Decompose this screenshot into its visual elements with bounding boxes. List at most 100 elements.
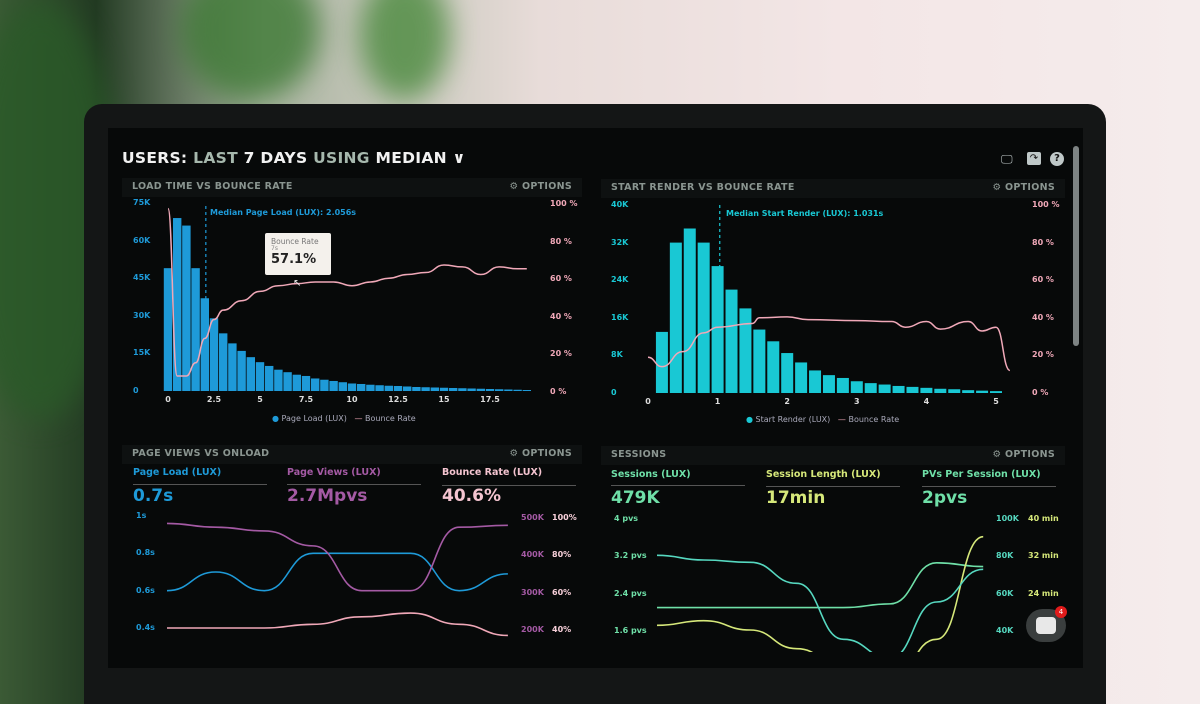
tooltip-value: 57.1%: [271, 252, 317, 267]
metric-label: Session Length (LUX): [766, 469, 881, 480]
x-tick: 7.5: [298, 395, 314, 404]
y-tick-right: 32 min: [1028, 551, 1059, 561]
y-tick-right: 500K: [521, 513, 544, 522]
title-last: LAST: [193, 149, 238, 167]
y-tick-left: 24K: [611, 275, 629, 285]
y-tick-right: 40 min: [1028, 514, 1059, 523]
options-button[interactable]: ⚙ OPTIONS: [992, 182, 1055, 193]
divider: [611, 485, 745, 486]
x-tick: 2: [784, 397, 790, 406]
options-button[interactable]: ⚙ OPTIONS: [992, 449, 1055, 460]
median-label: Median Page Load (LUX): 2.056s: [210, 208, 357, 217]
divider: [442, 485, 576, 486]
share-icon[interactable]: ↷: [1027, 152, 1041, 165]
options-label: OPTIONS: [1004, 449, 1055, 460]
x-tick: 17.5: [480, 395, 500, 404]
metric-label: Sessions (LUX): [611, 469, 691, 480]
y-tick-right: 40 %: [1032, 312, 1054, 322]
y-tick-left: 3.2 pvs: [614, 551, 647, 561]
y-tick-left: 15K: [133, 348, 151, 358]
y-tick-left: 0: [611, 388, 617, 397]
plant-background: [360, 0, 450, 100]
metric-value: 17min: [766, 488, 826, 508]
y-tick-left: 2.4 pvs: [614, 588, 647, 598]
title-days[interactable]: 7 DAYS: [243, 149, 308, 167]
metric-label: Page Load (LUX): [133, 467, 222, 478]
x-tick: 12.5: [388, 395, 408, 404]
metric-value: 40.6%: [442, 486, 501, 506]
title-median[interactable]: MEDIAN: [375, 149, 447, 167]
chat-button[interactable]: [1026, 609, 1066, 642]
monitor-icon[interactable]: 🖵: [1001, 152, 1013, 166]
y-tick-right: 60 %: [1032, 275, 1054, 285]
y-tick-left: 30K: [133, 310, 151, 320]
cursor-icon: ↖: [293, 278, 302, 289]
metric-value: 2.7Mpvs: [287, 486, 368, 506]
plant-background: [180, 0, 320, 100]
options-label: OPTIONS: [1004, 182, 1055, 193]
y-tick-left: 1s: [136, 511, 147, 520]
legend-item[interactable]: Bounce Rate: [848, 415, 900, 424]
metric-label: PVs Per Session (LUX): [922, 469, 1041, 480]
y-tick-left: 40K: [611, 200, 629, 209]
chevron-down-icon[interactable]: ∨: [452, 149, 466, 167]
y-tick-right: 80 %: [550, 236, 572, 246]
y-tick-right: 40%: [552, 624, 572, 634]
panel-header-page-views: PAGE VIEWS VS ONLOAD ⚙ OPTIONS: [122, 445, 582, 464]
y-tick-right: 60K: [996, 588, 1014, 598]
metric-value: 479K: [611, 488, 660, 508]
y-tick-left: 60K: [133, 235, 151, 245]
x-tick: 10: [346, 395, 358, 404]
x-tick: 15: [438, 395, 450, 404]
panel-header-load-time: LOAD TIME VS BOUNCE RATE ⚙ OPTIONS: [122, 178, 582, 197]
options-button[interactable]: ⚙ OPTIONS: [509, 448, 572, 459]
title-using: USING: [313, 149, 370, 167]
y-tick-right: 0 %: [550, 387, 567, 396]
y-tick-right: 24 min: [1028, 588, 1059, 598]
y-tick-right: 100%: [552, 513, 577, 522]
panel-title: LOAD TIME VS BOUNCE RATE: [132, 181, 293, 192]
legend-dot-icon: ●: [272, 414, 279, 423]
y-tick-right: 0 %: [1032, 388, 1049, 397]
options-label: OPTIONS: [521, 448, 572, 459]
options-label: OPTIONS: [521, 181, 572, 192]
y-tick-left: 4 pvs: [614, 514, 639, 523]
scrollbar[interactable]: [1073, 146, 1079, 346]
y-tick-right: 400K: [521, 550, 544, 560]
legend-dot-icon: ●: [746, 415, 753, 424]
x-tick: 4: [923, 397, 930, 406]
tooltip: Bounce Rate 7s 57.1%: [265, 233, 331, 275]
tooltip-sub: 7s: [271, 245, 278, 252]
y-tick-right: 80%: [552, 550, 572, 560]
divider: [133, 484, 267, 485]
options-button[interactable]: ⚙ OPTIONS: [509, 181, 572, 192]
metric-value: 2pvs: [922, 488, 968, 508]
help-icon[interactable]: ?: [1050, 152, 1064, 166]
y-tick-right: 60 %: [550, 274, 572, 284]
title-users: USERS:: [122, 149, 188, 167]
panel-title: PAGE VIEWS VS ONLOAD: [132, 448, 270, 459]
page-title[interactable]: USERS: LAST 7 DAYS USING MEDIAN ∨: [122, 149, 466, 167]
legend-line-icon: —: [837, 415, 846, 424]
y-tick-left: 0: [133, 386, 139, 395]
chat-icon: [1036, 617, 1056, 634]
panel-title: START RENDER VS BOUNCE RATE: [611, 182, 795, 193]
y-tick-left: 0.8s: [136, 548, 155, 558]
legend-line-icon: —: [354, 414, 363, 423]
legend-item[interactable]: Bounce Rate: [365, 414, 416, 423]
y-tick-right: 20 %: [550, 349, 572, 359]
y-tick-right: 80 %: [1032, 237, 1054, 247]
y-tick-right: 100 %: [1032, 200, 1060, 209]
y-tick-left: 1.6 pvs: [614, 625, 647, 635]
legend-item[interactable]: Page Load (LUX): [281, 414, 347, 423]
metric-value: 0.7s: [133, 486, 174, 506]
legend-item[interactable]: Start Render (LUX): [755, 415, 831, 424]
x-tick: 3: [854, 397, 860, 406]
median-label: Median Start Render (LUX): 1.031s: [726, 209, 884, 218]
tooltip-label: Bounce Rate: [271, 237, 319, 246]
metric-label: Bounce Rate (LUX): [442, 467, 543, 478]
y-tick-left: 0.6s: [136, 585, 155, 595]
x-tick: 2.5: [206, 395, 222, 404]
y-tick-right: 100K: [996, 514, 1019, 523]
divider: [287, 484, 421, 485]
